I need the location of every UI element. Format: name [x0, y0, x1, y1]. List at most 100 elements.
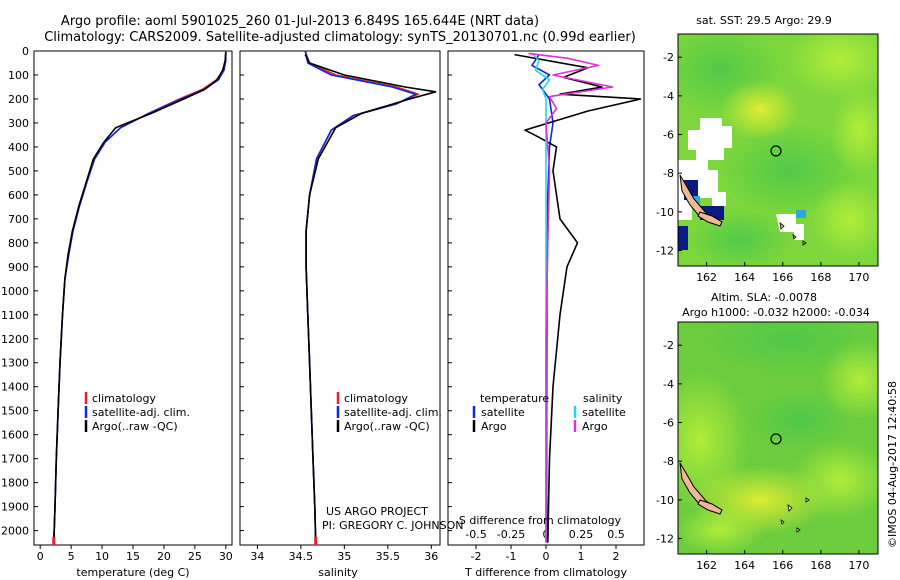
sla-patch — [678, 505, 765, 554]
difference-xlabel-t: T difference from climatology — [464, 566, 627, 579]
sla-map-field — [678, 322, 878, 554]
series-line-argo-raw-qc- — [53, 52, 227, 543]
temperature-x-tick-label: 20 — [157, 550, 171, 563]
legend-temperature-header: temperature — [480, 392, 549, 405]
sst-lon-tick-label: 162 — [696, 271, 717, 284]
legend-s-argo-label: Argo — [582, 420, 608, 433]
sla-map-subtitle: Argo h1000: -0.032 h2000: -0.034 — [682, 306, 870, 319]
depth-tick-label: 1600 — [1, 429, 29, 442]
sst-lon-tick-label: 166 — [772, 271, 793, 284]
sst-map-field — [678, 34, 878, 266]
temperature-x-tick-label: 15 — [126, 550, 140, 563]
temperature-x-tick-label: 25 — [188, 550, 202, 563]
sla-patch — [790, 440, 878, 520]
sst-patch — [810, 180, 878, 260]
difference-s-x-tick-label: -0.25 — [497, 528, 525, 541]
legend-t-satellite-label: satellite — [481, 406, 525, 419]
difference-x-axis: -2 -1 0 1 2-0.5 -0.25 0 0.25 0.5 — [465, 528, 624, 563]
difference-s-x-tick-label: -0.5 — [465, 528, 486, 541]
sst-lat-tick-label: -10 — [656, 206, 674, 219]
depth-tick-label: 1100 — [1, 309, 29, 322]
temperature-series — [52, 50, 227, 545]
salinity-x-tick-label: 34 — [250, 550, 264, 563]
temperature-x-tick-label: 5 — [68, 550, 75, 563]
sla-lat-tick-label: -10 — [656, 494, 674, 507]
sst-island — [697, 211, 723, 227]
difference-series — [514, 52, 642, 543]
salinity-x-tick-label: 34.5 — [289, 550, 314, 563]
salinity-x-tick-label: 36 — [424, 550, 438, 563]
depth-tick-label: 600 — [8, 189, 29, 202]
depth-tick-label: 500 — [8, 165, 29, 178]
series-line-salinity-argo — [528, 52, 614, 543]
series-line-climatology — [53, 50, 227, 543]
difference-t-x-tick-label: 1 — [578, 550, 585, 563]
sla-patch — [750, 390, 850, 450]
difference-s-x-tick-label: 0.25 — [569, 528, 594, 541]
sla-lon-tick-label: 164 — [734, 559, 755, 572]
sst-lat-tick-label: -4 — [663, 90, 674, 103]
sst-missing-data — [796, 210, 806, 218]
salinity-legend: climatology satellite-adj. clim. Argo(..… — [336, 392, 442, 433]
difference-legend: temperature salinity satellite Argo sate… — [472, 392, 626, 433]
sla-lon-tick-label: 170 — [848, 559, 869, 572]
sst-lon-tick-label: 164 — [734, 271, 755, 284]
sla-lat-tick-label: -12 — [656, 533, 674, 546]
temperature-x-tick-label: 10 — [95, 550, 109, 563]
difference-t-x-tick-label: 0 — [543, 550, 550, 563]
depth-tick-label: 100 — [8, 69, 29, 82]
sla-map-axes: 162 164 166 168 170 -2 -4 -6 -8 -10 -12 — [656, 339, 869, 572]
sla-island — [697, 499, 723, 515]
imos-credit: ©IMOS 04-Aug-2017 12:40:58 — [886, 381, 899, 548]
salinity-x-tick-label: 35 — [337, 550, 351, 563]
sst-patch — [785, 34, 878, 100]
figure-title-line1: Argo profile: aoml 5901025_260 01-Jul-20… — [61, 14, 539, 29]
legend-climatology-label: climatology — [344, 392, 408, 405]
sla-argo-position-marker — [770, 433, 782, 445]
depth-tick-label: 400 — [8, 141, 29, 154]
sla-lon-tick-label: 162 — [696, 559, 717, 572]
legend-satellite-label: satellite-adj. clim. — [92, 406, 190, 419]
sst-cloud-mask — [688, 118, 732, 170]
legend-climatology-label: climatology — [92, 392, 156, 405]
depth-tick-label: 1300 — [1, 357, 29, 370]
temperature-legend: climatology satellite-adj. clim. Argo(..… — [84, 392, 190, 433]
depth-tick-label: 0 — [22, 45, 29, 58]
figure-title-line2: Climatology: CARS2009. Satellite-adjuste… — [44, 30, 636, 45]
sla-map-frame — [677, 321, 879, 555]
sst-map-title: sat. SST: 29.5 Argo: 29.9 — [696, 14, 832, 27]
depth-tick-label: 300 — [8, 117, 29, 130]
salinity-xlabel: salinity — [318, 566, 358, 579]
sst-map-frame — [677, 33, 879, 267]
legend-s-satellite-label: satellite — [582, 406, 626, 419]
sla-map-title: Altim. SLA: -0.0078 — [711, 291, 817, 304]
depth-tick-label: 1500 — [1, 405, 29, 418]
legend-satellite-label: satellite-adj. clim. — [344, 406, 442, 419]
sst-patch — [830, 85, 878, 175]
sla-lon-tick-label: 166 — [772, 559, 793, 572]
depth-tick-label: 1200 — [1, 333, 29, 346]
sla-lat-tick-label: -2 — [663, 339, 674, 352]
difference-t-x-tick-label: 2 — [613, 550, 620, 563]
project-credit: US ARGO PROJECT — [326, 505, 428, 518]
salinity-x-tick-label: 35.5 — [376, 550, 401, 563]
sst-lat-tick-label: -12 — [656, 245, 674, 258]
depth-tick-label: 2000 — [1, 525, 29, 538]
sst-map-axes: 162 164 166 168 170 -2 -4 -6 -8 -10 -12 — [656, 51, 869, 284]
legend-argo-label: Argo(..raw -QC) — [92, 420, 178, 433]
sst-lat-tick-label: -2 — [663, 51, 674, 64]
temperature-x-tick-label: 0 — [37, 550, 44, 563]
series-line-satellite-adj-clim- — [304, 50, 417, 543]
salinity-x-axis: 34 34.5 35 35.5 36 — [250, 545, 438, 563]
depth-tick-label: 1400 — [1, 381, 29, 394]
sst-lat-tick-label: -6 — [663, 129, 674, 142]
difference-xlabel-s: S difference from climatology — [459, 514, 622, 527]
legend-t-argo-label: Argo — [481, 420, 507, 433]
temperature-x-axis: 0 5 10 15 20 25 30 — [37, 545, 233, 563]
depth-tick-label: 1800 — [1, 477, 29, 490]
depth-axis: 0 100 200 300 400 500 600 700 800 900 1000 1100 1200… — [1, 45, 452, 538]
legend-salinity-header: salinity — [583, 392, 623, 405]
sst-argo-position-marker — [770, 145, 782, 157]
depth-tick-label: 700 — [8, 213, 29, 226]
salinity-series — [304, 50, 437, 545]
